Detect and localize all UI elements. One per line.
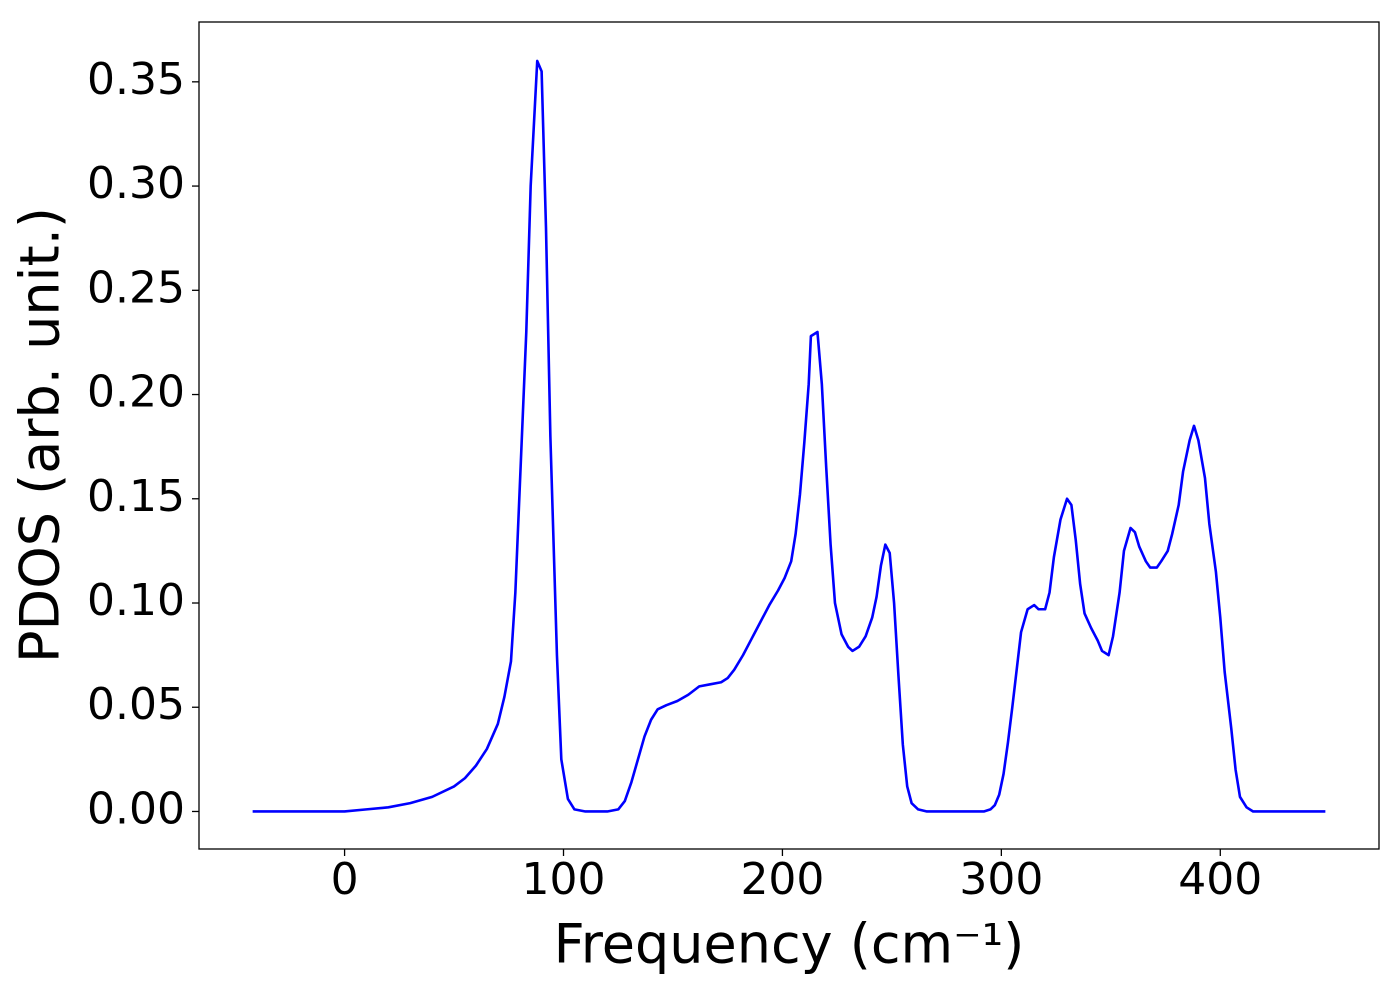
x-axis-label: Frequency (cm⁻¹) bbox=[554, 913, 1025, 976]
y-tick-label: 0.15 bbox=[87, 471, 185, 522]
y-tick-label: 0.05 bbox=[87, 679, 185, 730]
x-tick-label: 300 bbox=[959, 854, 1043, 905]
x-tick-label: 0 bbox=[331, 854, 359, 905]
data-line bbox=[252, 59, 1326, 813]
y-tick-label: 0.10 bbox=[87, 575, 185, 626]
y-tick-label: 0.25 bbox=[87, 262, 185, 313]
y-axis-label: PDOS (arb. unit.) bbox=[9, 207, 72, 663]
x-tick-label: 400 bbox=[1178, 854, 1262, 905]
y-tick-label: 0.20 bbox=[87, 367, 185, 418]
y-tick-label: 0.00 bbox=[87, 783, 185, 834]
x-tick-label: 100 bbox=[522, 854, 606, 905]
y-tick-label: 0.30 bbox=[87, 158, 185, 209]
plot-frame bbox=[198, 21, 1380, 850]
x-tick-label: 200 bbox=[740, 854, 824, 905]
y-tick-label: 0.35 bbox=[87, 54, 185, 105]
